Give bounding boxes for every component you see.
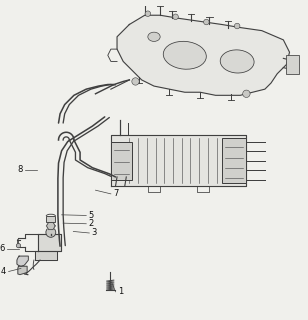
Circle shape bbox=[234, 23, 240, 29]
Text: 7: 7 bbox=[113, 189, 119, 198]
Bar bbox=[222, 139, 246, 183]
Text: 2: 2 bbox=[89, 219, 94, 228]
Circle shape bbox=[46, 228, 56, 237]
Text: 1: 1 bbox=[118, 287, 123, 296]
Polygon shape bbox=[38, 234, 61, 251]
Ellipse shape bbox=[220, 50, 254, 73]
Polygon shape bbox=[117, 15, 290, 95]
Text: 4: 4 bbox=[1, 267, 6, 276]
Text: 5: 5 bbox=[89, 211, 94, 220]
Ellipse shape bbox=[163, 41, 206, 69]
Ellipse shape bbox=[148, 32, 160, 41]
Text: 6: 6 bbox=[0, 244, 4, 253]
Polygon shape bbox=[17, 256, 28, 266]
Polygon shape bbox=[111, 135, 246, 186]
Text: 3: 3 bbox=[92, 228, 97, 237]
Polygon shape bbox=[18, 266, 27, 275]
Polygon shape bbox=[35, 251, 57, 260]
Text: 8: 8 bbox=[18, 165, 23, 174]
Circle shape bbox=[243, 90, 250, 98]
Circle shape bbox=[145, 11, 151, 16]
Bar bbox=[111, 141, 132, 180]
Circle shape bbox=[132, 78, 139, 85]
Circle shape bbox=[16, 244, 21, 248]
Circle shape bbox=[173, 14, 178, 20]
Polygon shape bbox=[47, 222, 55, 230]
Circle shape bbox=[204, 19, 209, 25]
Bar bbox=[46, 216, 55, 222]
Bar bbox=[286, 55, 299, 74]
